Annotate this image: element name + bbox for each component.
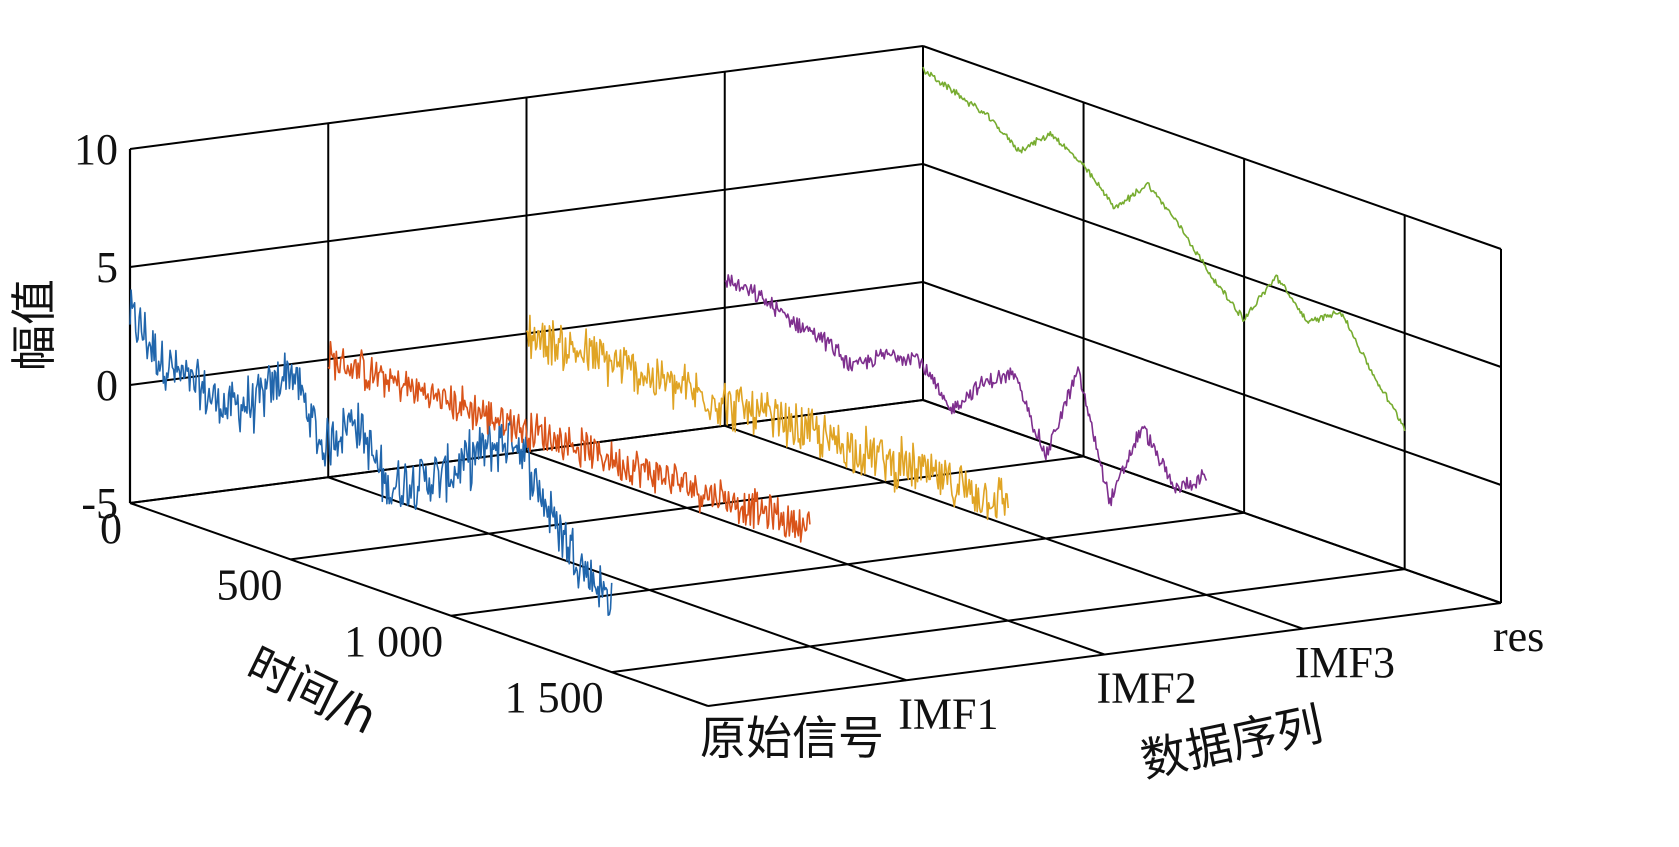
category-tick-label-0: 原始信号: [700, 711, 884, 765]
series-line-3: [724, 274, 1208, 507]
x-tick-label-3: 1 500: [505, 673, 604, 722]
floor-grid-y-2: [526, 450, 1105, 656]
z-tick-label-1: 5: [96, 243, 118, 292]
floor-grid-y-0: [129, 502, 709, 707]
back-wall-grid-z-2: [922, 281, 1502, 486]
floor-grid-y-1: [327, 476, 907, 682]
category-tick-label-3: IMF3: [1295, 638, 1395, 687]
series-layer: [129, 66, 1406, 617]
back-wall-grid-z-3: [922, 399, 1502, 604]
category-tick-label-4: res: [1493, 612, 1544, 661]
x-tick-label-1: 500: [217, 560, 283, 609]
x-tick-label-0: 0: [100, 504, 122, 553]
z-tick-label-3: -5: [81, 479, 118, 528]
series-line-1: [327, 340, 811, 543]
series-line-0: [129, 289, 613, 617]
z-axis-title: 幅值: [7, 279, 61, 371]
category-tick-label-2: IMF2: [1097, 664, 1197, 713]
category-tick-label-1: IMF1: [898, 689, 998, 738]
z-tick-label-0: 10: [74, 125, 118, 174]
z-tick-label-2: 0: [96, 361, 118, 410]
floor-grid-y-3: [724, 424, 1304, 630]
series-line-4: [922, 66, 1406, 432]
back-wall-grid-z-0: [922, 45, 1502, 250]
series-line-2: [525, 314, 1009, 521]
x-tick-label-2: 1 000: [344, 617, 443, 666]
back-wall-grid-z-1: [922, 163, 1502, 368]
